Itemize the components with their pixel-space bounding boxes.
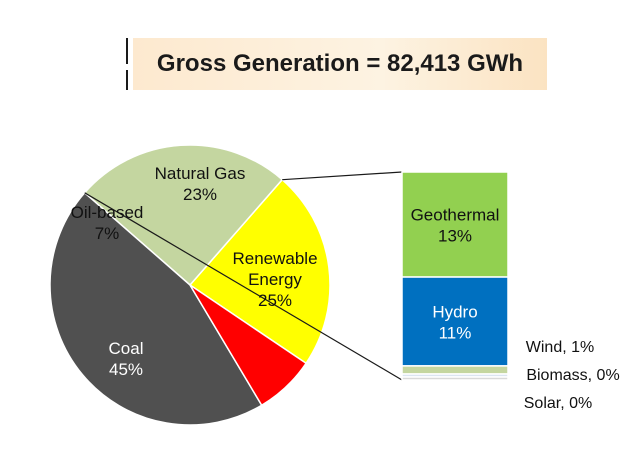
bar-side-label-wind: Wind, 1% [526, 339, 594, 356]
title-box: Gross Generation = 82,413 GWh [133, 38, 547, 90]
pie-slice-renewable-energy [83, 144, 284, 287]
bar-segment-solar [401, 376, 509, 381]
pie-label-renewable-energy: Energy [248, 270, 302, 289]
chart-labels: Natural Gas 23% Renewable Energy 25% Coal 45% O… [71, 164, 620, 412]
chart-title: Gross Generation = 82,413 GWh [156, 50, 524, 77]
pie-pct-coal: 45% [109, 360, 143, 379]
bar-label-geothermal: Geothermal [411, 206, 500, 225]
bar-side-label-biomass: Biomass, 0% [526, 367, 619, 384]
pie-pct-natural-gas: 23% [183, 185, 217, 204]
connector-top [282, 171, 403, 181]
pie-pct-renewable-energy: 25% [258, 291, 292, 310]
bar-pct-hydro: 11% [439, 324, 472, 343]
bar-side-label-solar: Solar, 0% [524, 395, 592, 412]
pie-chart [49, 144, 331, 426]
pie-label-natural-gas: Natural Gas [155, 164, 246, 183]
bar-segment-geothermal [401, 171, 509, 278]
pie-pct-oil-based: 7% [95, 224, 120, 243]
title-accent-gap [126, 64, 128, 70]
connector-bottom [84, 192, 403, 381]
pie-label-coal: Coal [109, 339, 144, 358]
pie-label-renewable-energy: Renewable [232, 249, 317, 268]
bar-label-hydro: Hydro [432, 303, 477, 322]
connector-lines [84, 171, 403, 381]
breakdown-bar [401, 171, 509, 381]
pie-slice-coal [49, 191, 263, 426]
pie-slice-oil-based [189, 284, 308, 407]
bar-pct-geothermal: 13% [438, 227, 472, 246]
bar-segment-hydro [401, 276, 509, 367]
bar-segment-wind [401, 365, 509, 375]
pie-label-oil-based: Oil-based [71, 203, 144, 222]
